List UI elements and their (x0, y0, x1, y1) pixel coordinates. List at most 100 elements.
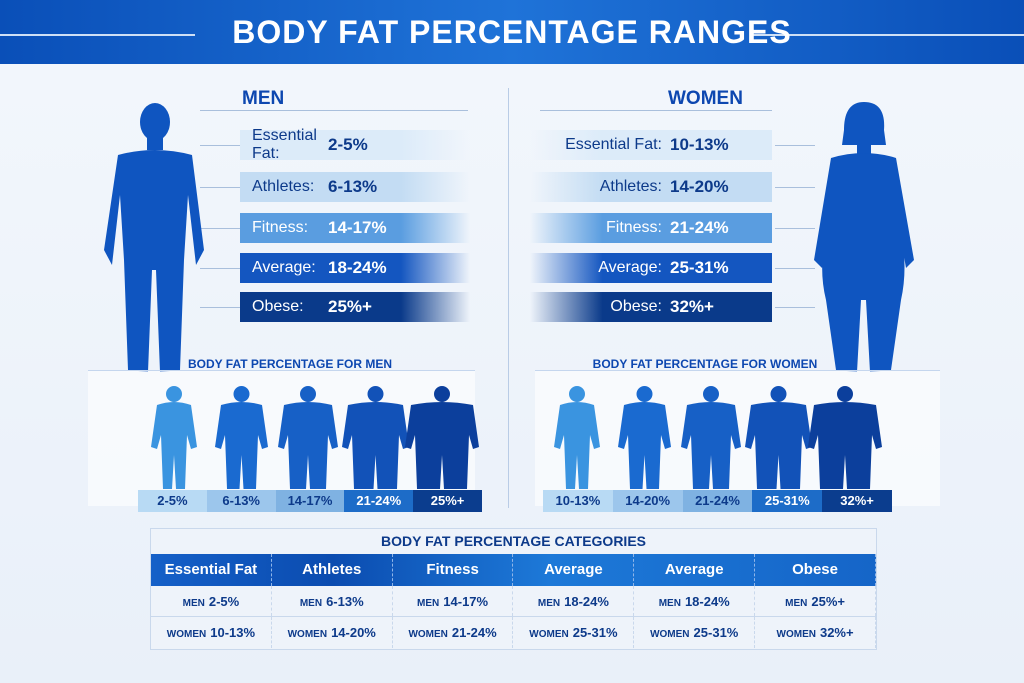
men-range-row: Essential Fat: 2-5% (240, 127, 470, 162)
range-value: 21-24% (670, 218, 729, 237)
women-value: 25-31% (693, 625, 739, 640)
range-value: 18-24% (328, 258, 387, 277)
divider (540, 110, 772, 111)
table-header-cell: Essential Fat (151, 554, 272, 586)
table-cell-women: WOMEN 25-31% (634, 617, 756, 648)
table-header-cell: Average (634, 554, 756, 586)
range-value: 25-31% (670, 258, 729, 277)
men-value: 6-13% (326, 594, 364, 609)
women-value: 10-13% (210, 625, 256, 640)
range-strip-cell: 14-17% (275, 490, 345, 512)
divider (200, 187, 240, 188)
men-body-figure-icon (214, 386, 268, 489)
men-label: MEN (537, 598, 561, 609)
women-label: WOMEN (287, 629, 328, 640)
range-value: 2-5% (328, 135, 368, 154)
men-label: MEN (658, 598, 681, 609)
range-strip-cell: 25%+ (413, 490, 482, 512)
table-cell-women: WOMEN 21-24% (393, 617, 514, 648)
men-heading: MEN (242, 88, 285, 109)
divider (200, 307, 240, 308)
categories-table: BODY FAT PERCENTAGE CATEGORIES Essential… (150, 528, 877, 650)
men-range-row: Fitness: 14-17% (240, 213, 470, 243)
men-label: MEN (785, 598, 808, 609)
men-value: 14-17% (443, 594, 489, 609)
men-label: MEN (182, 598, 205, 609)
table-header-cell: Obese (755, 554, 876, 586)
range-strip-cell: 10-13% (543, 490, 613, 512)
range-value: 32%+ (670, 297, 714, 316)
women-label: WOMEN (529, 629, 569, 640)
range-label: Athletes: (599, 178, 662, 195)
women-heading: WOMEN (668, 88, 743, 109)
table-cell-women: WOMEN 32%+ (755, 617, 876, 648)
women-value: 21-24% (451, 625, 497, 640)
range-label: Essential Fat: (252, 127, 317, 162)
women-body-figure-icon (681, 386, 741, 489)
women-body-figure-icon (617, 386, 671, 489)
men-body-figure-icon (278, 386, 338, 489)
women-range-row: Obese: 32%+ (530, 292, 772, 322)
range-strip-cell: 14-20% (612, 490, 683, 512)
men-value: 18-24% (564, 594, 609, 609)
women-value: 32%+ (819, 625, 854, 640)
range-strip-cell: 32%+ (822, 490, 892, 512)
table-cell-women: WOMEN 25-31% (513, 617, 635, 648)
men-label: MEN (417, 598, 440, 609)
divider (200, 145, 240, 146)
women-range-row: Athletes: 14-20% (530, 172, 772, 202)
women-range-strip: 10-13% 14-20% 21-24% 25-31% 32%+ (543, 490, 892, 512)
range-value: 10-13% (670, 135, 729, 154)
range-label: Average: (252, 259, 316, 276)
men-body-figure-icon (405, 386, 479, 489)
table-title: BODY FAT PERCENTAGE CATEGORIES (381, 533, 646, 549)
divider (775, 187, 815, 188)
women-label: WOMEN (166, 629, 207, 640)
table-row-men: MEN 2-5% MEN 6-13% MEN 14-17% MEN 18-24% MEN 18-2… (151, 586, 876, 617)
women-body-figure-icon (808, 386, 882, 489)
women-body-figure-icon (554, 386, 600, 489)
range-label: Average: (598, 259, 662, 276)
table-header-cell: Fitness (393, 554, 514, 586)
divider (775, 268, 815, 269)
range-value: 25%+ (328, 297, 372, 316)
divider (775, 145, 815, 146)
title-banner (0, 0, 1024, 64)
table-row-women: WOMEN 10-13% WOMEN 14-20% WOMEN 21-24% WOMEN 25… (151, 617, 876, 648)
center-divider (508, 88, 509, 508)
table-header-cell: Average (513, 554, 635, 586)
women-range-row: Essential Fat: 10-13% (530, 130, 772, 160)
men-range-row: Average: 18-24% (240, 253, 470, 283)
women-label: WOMEN (776, 629, 816, 640)
women-panel-title: BODY FAT PERCENTAGE FOR WOMEN (592, 357, 818, 371)
range-value: 14-20% (670, 177, 729, 196)
table-cell-women: WOMEN 10-13% (151, 617, 272, 648)
range-label: Obese: (610, 298, 662, 315)
woman-silhouette-icon (814, 102, 914, 372)
table-cell-men: MEN 2-5% (151, 586, 272, 616)
range-label: Obese: (252, 298, 304, 315)
men-range-row: Obese: 25%+ (240, 292, 470, 322)
men-value: 25%+ (811, 594, 845, 609)
range-label: Fitness: (605, 219, 662, 236)
men-label: MEN (299, 598, 323, 609)
range-label: Athletes: (252, 178, 315, 195)
divider (200, 268, 240, 269)
range-label: Essential Fat: (565, 136, 662, 153)
range-value: 14-17% (328, 218, 387, 237)
table-cell-women: WOMEN 14-20% (272, 617, 393, 648)
divider (0, 34, 195, 36)
women-body-figure-icon (744, 386, 812, 489)
divider (750, 34, 1024, 36)
range-strip-cell: 2-5% (138, 490, 207, 512)
table-header-cell: Athletes (272, 554, 393, 586)
table-header-row: Essential Fat Athletes Fitness Average Avera… (151, 554, 876, 586)
divider (200, 228, 240, 229)
men-panel-title: BODY FAT PERCENTAGE FOR MEN (187, 357, 392, 371)
range-strip-cell: 6-13% (206, 490, 276, 512)
women-label: WOMEN (408, 629, 448, 640)
men-range-strip: 2-5% 6-13% 14-17% 21-24% 25%+ (138, 490, 482, 512)
table-cell-men: MEN 18-24% (513, 586, 635, 616)
divider (775, 307, 815, 308)
men-value: 2-5% (208, 594, 240, 609)
